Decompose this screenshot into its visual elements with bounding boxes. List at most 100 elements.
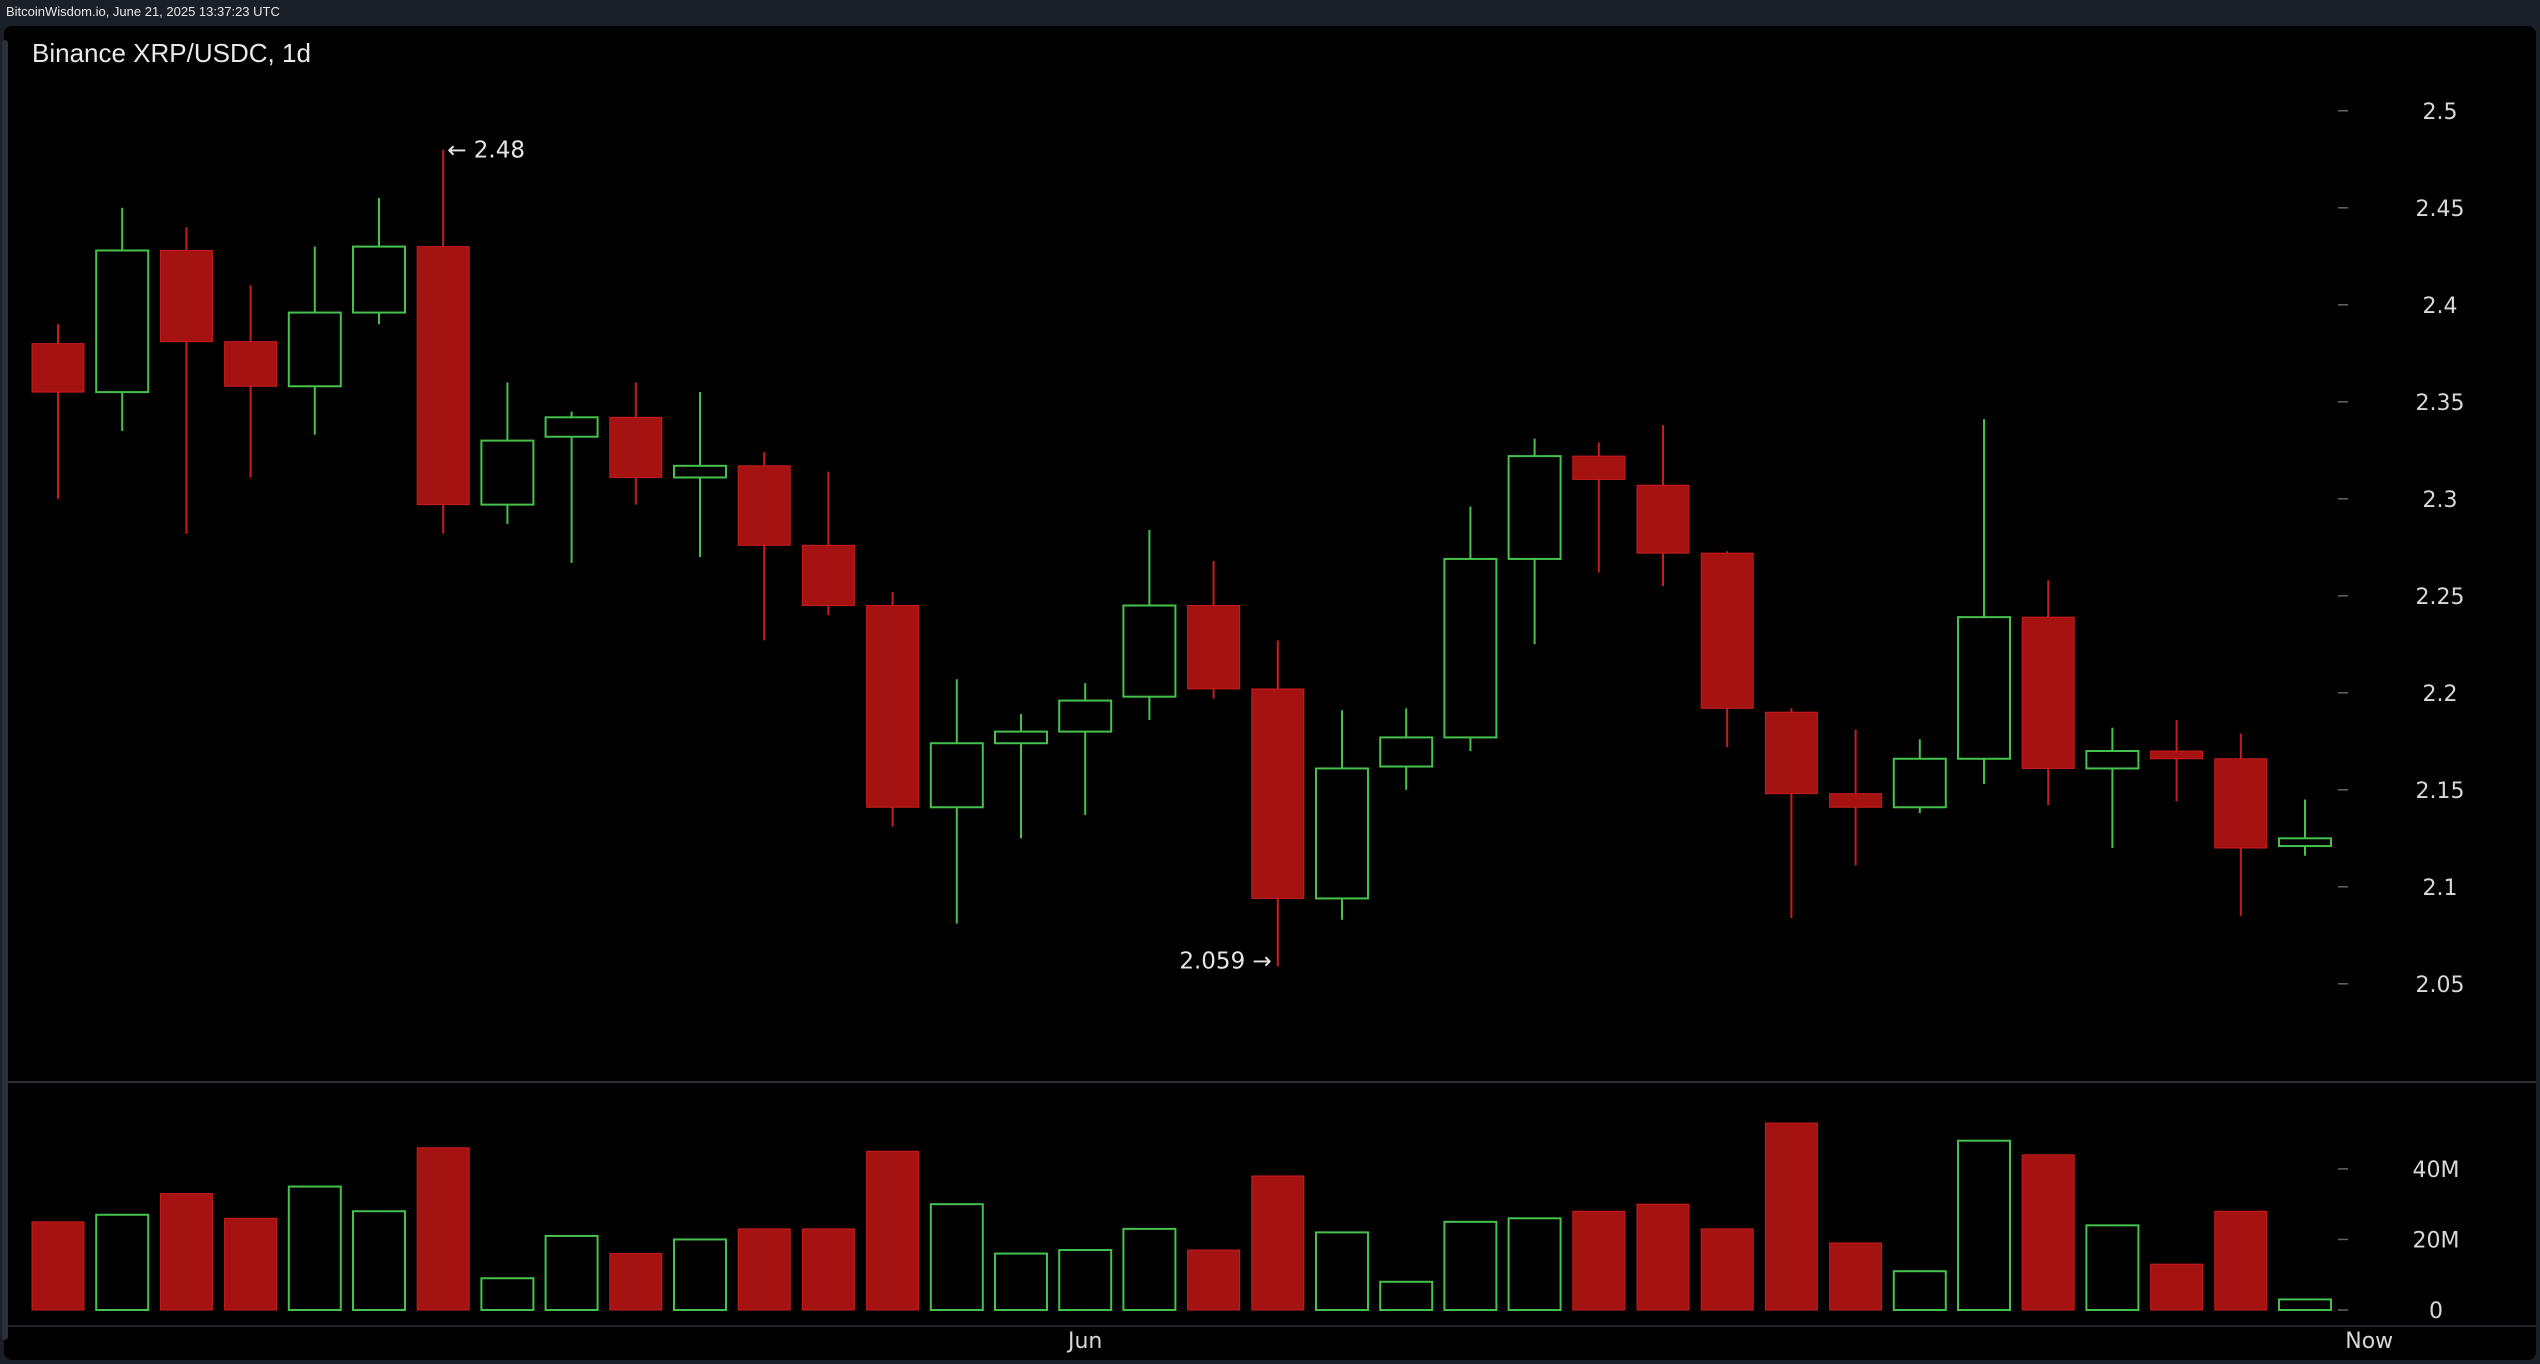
candle-body-up — [287, 311, 342, 388]
volume-bar-up — [929, 1203, 984, 1311]
volume-bar-up — [1122, 1227, 1177, 1311]
price-tick-label: 2.35 — [2416, 391, 2465, 416]
candle — [1957, 419, 2011, 784]
candle-body-up — [2278, 837, 2332, 848]
volume-bar-up — [1507, 1217, 1562, 1311]
candle-body-up — [673, 464, 727, 479]
candle — [224, 285, 278, 478]
volume-bar-up — [2278, 1298, 2332, 1312]
candle — [1187, 560, 1241, 699]
volume-bar-down — [737, 1228, 791, 1311]
candle-body-up — [2085, 750, 2140, 770]
candle — [1572, 442, 1626, 573]
candle-body-down — [31, 343, 85, 393]
price-tick-label: 2.05 — [2416, 973, 2465, 998]
volume-bar-down — [2214, 1210, 2268, 1311]
candle — [544, 411, 599, 563]
candle — [801, 471, 855, 616]
price-tick-label: 2.25 — [2416, 585, 2465, 610]
candle-body-down — [1572, 455, 1626, 480]
candle-body-down — [1636, 484, 1690, 554]
candle — [1700, 551, 1754, 748]
volume-bar-up — [673, 1238, 727, 1312]
candle — [609, 382, 663, 505]
volume-bar-up — [1957, 1139, 2011, 1312]
candle-body-up — [1507, 455, 1562, 560]
candle — [159, 227, 213, 534]
volume-bar-down — [1572, 1210, 1626, 1311]
candle — [95, 207, 150, 431]
candle — [287, 246, 342, 435]
candle — [1251, 640, 1305, 967]
price-tick-label: 2.1 — [2423, 876, 2458, 901]
candle-body-up — [1122, 604, 1177, 698]
candle — [1764, 708, 1818, 918]
candle-body-up — [1957, 616, 2011, 760]
candle — [1636, 425, 1690, 587]
price-tick-label: 2.15 — [2416, 779, 2465, 804]
volume-tick-label: 20M — [2413, 1228, 2460, 1253]
volume-bar-up — [480, 1277, 535, 1311]
volume-bar-down — [1636, 1203, 1690, 1311]
watermark-text: BitcoinWisdom.io, June 21, 2025 13:37:23… — [6, 4, 280, 19]
volume-bar-down — [866, 1150, 920, 1311]
volume-bar-up — [994, 1252, 1048, 1311]
candle — [866, 591, 920, 827]
volume-bar-down — [1764, 1122, 1818, 1311]
candle-body-up — [994, 730, 1048, 745]
volume-bar-down — [2150, 1263, 2204, 1311]
candle-body-down — [159, 249, 213, 343]
volume-bar-up — [2085, 1224, 2140, 1312]
volume-tick-label: 40M — [2413, 1158, 2460, 1183]
volume-bar-up — [1315, 1231, 1369, 1312]
volume-bar-down — [416, 1147, 470, 1311]
volume-bar-down — [1251, 1175, 1305, 1311]
candle — [1315, 710, 1369, 920]
candle — [929, 679, 984, 924]
candle — [480, 382, 535, 525]
price-tick-label: 2.5 — [2423, 100, 2458, 125]
candle-body-up — [352, 245, 406, 314]
volume-bar-down — [1187, 1249, 1241, 1311]
candle-body-down — [2150, 750, 2204, 760]
high-annotation: ← 2.48 — [447, 138, 525, 164]
candle — [2150, 719, 2204, 802]
scrollbar[interactable] — [0, 40, 10, 1340]
volume-bar-down — [224, 1217, 278, 1311]
candle-body-up — [1443, 557, 1498, 739]
candle-body-up — [544, 416, 599, 438]
candle — [1829, 729, 1883, 866]
volume-bar-down — [2021, 1154, 2075, 1311]
price-tick-label: 2.3 — [2423, 488, 2458, 513]
chart-panel[interactable]: Binance XRP/USDC, 1d 2.5 2.45 2.4 2.35 2.3 2.… — [4, 26, 2536, 1360]
candle-body-down — [1764, 711, 1818, 795]
candle-body-down — [866, 605, 920, 808]
candle — [2278, 799, 2332, 856]
candlestick-chart[interactable]: 2.5 2.45 2.4 2.35 2.3 2.25 2.2 2.15 2.1 2.05 40M 20… — [4, 26, 2536, 1360]
candle — [737, 452, 791, 641]
low-annotation: 2.059 → — [1179, 948, 1271, 974]
volume-bar-down — [1700, 1228, 1754, 1311]
candle-body-down — [2021, 616, 2075, 769]
volume-bar-up — [352, 1210, 406, 1311]
volume-bar-up — [1058, 1249, 1113, 1312]
volume-bar-up — [544, 1234, 599, 1311]
candle-body-up — [95, 249, 150, 394]
candle-body-down — [416, 246, 470, 506]
candle-body-down — [737, 465, 791, 546]
volume-bar-down — [1829, 1242, 1883, 1311]
candle-body-down — [2214, 758, 2268, 849]
volume-bar-up — [95, 1213, 150, 1312]
candle — [2085, 727, 2140, 848]
candle-body-down — [801, 544, 855, 606]
candle — [352, 198, 406, 325]
price-tick-label: 2.45 — [2416, 197, 2465, 222]
volume-bar-down — [801, 1228, 855, 1311]
candle — [1892, 739, 1947, 814]
candle-body-up — [1058, 699, 1113, 733]
chart-title: Binance XRP/USDC, 1d — [32, 38, 311, 68]
scrollbar-track — [2, 40, 8, 1340]
candle — [1122, 529, 1177, 720]
candle-body-up — [929, 742, 984, 809]
